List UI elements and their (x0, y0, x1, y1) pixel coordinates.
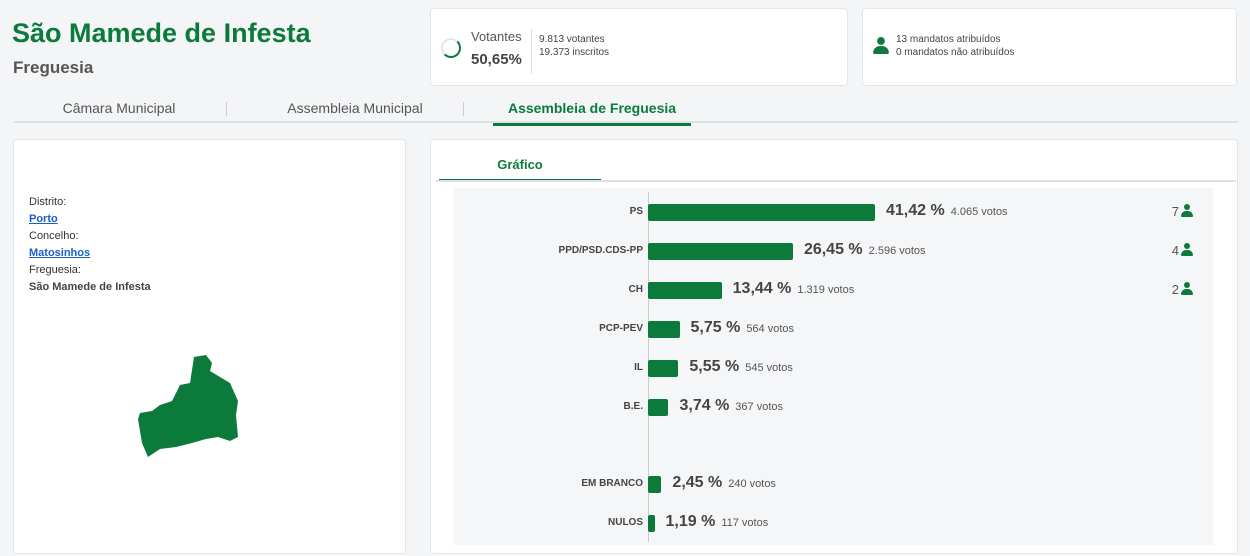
tabs: Câmara Municipal Assembleia Municipal As… (14, 96, 1238, 126)
mandates-assigned: 13 mandatos atribuídos (896, 34, 1001, 45)
value-label: 26,45 % 2.596 votos (804, 241, 926, 259)
chart-row: CH 13,44 % 1.319 votos 2 (453, 280, 1213, 300)
seats-count: 4 (1171, 243, 1179, 258)
seats-count: 2 (1171, 282, 1179, 297)
page-subtitle: Freguesia (13, 58, 94, 77)
divider (531, 29, 532, 74)
chart-row: PCP-PEV 5,75 % 564 votos (453, 319, 1213, 339)
percent-label: 13,44 % (732, 280, 792, 297)
person-icon (1181, 204, 1193, 217)
turnout-ring-icon (441, 38, 461, 58)
votes-label: 564 votos (746, 323, 795, 335)
percent-label: 1,19 % (665, 513, 716, 530)
party-label: NULOS (608, 517, 643, 528)
registered-count: 19.373 inscritos (539, 47, 610, 58)
percent-label: 2,45 % (672, 474, 723, 491)
votes-label: 545 votos (745, 362, 793, 374)
bar[interactable] (648, 476, 662, 493)
turnout-card: Votantes 50,65% 9.813 votantes 19.373 in… (430, 8, 848, 86)
mandates-unassigned: 0 mandatos não atribuídos (896, 47, 1015, 58)
party-label: IL (634, 362, 643, 373)
person-icon (1181, 282, 1193, 295)
percent-label: 5,75 % (690, 319, 741, 336)
tab-camara-municipal[interactable]: Câmara Municipal (62, 100, 176, 116)
parish-label: Freguesia: (29, 264, 81, 276)
mandates-card: 13 mandatos atribuídos 0 mandatos não at… (862, 8, 1237, 86)
municipality-label: Concelho: (29, 230, 79, 242)
person-icon (1181, 243, 1193, 256)
tab-grafico[interactable]: Gráfico (439, 157, 601, 182)
party-label: PS (629, 206, 643, 217)
party-label: EM BRANCO (581, 478, 643, 489)
votes-label: 240 votos (728, 478, 776, 490)
bar[interactable] (648, 515, 655, 532)
chart-row: IL 5,55 % 545 votos (453, 358, 1213, 378)
voters-count: 9.813 votantes (539, 34, 605, 45)
chart-row: EM BRANCO 2,45 % 240 votos (453, 474, 1213, 494)
percent-label: 5,55 % (689, 358, 740, 375)
seats-count: 7 (1171, 204, 1179, 219)
percent-label: 3,74 % (679, 397, 730, 414)
bar[interactable] (648, 399, 669, 416)
district-label: Distrito: (29, 196, 67, 208)
seats: 7 (1172, 204, 1193, 219)
seats: 2 (1172, 282, 1193, 297)
value-label: 3,74 % 367 votos (679, 397, 783, 415)
tab-separator (226, 102, 227, 116)
bar[interactable] (648, 243, 793, 260)
parish-map (138, 355, 238, 457)
party-label: PPD/PSD.CDS-PP (558, 245, 643, 256)
value-label: 5,55 % 545 votos (689, 358, 793, 376)
chart-row: PS 41,42 % 4.065 votos 7 (453, 202, 1213, 222)
person-icon (873, 37, 889, 54)
party-label: PCP-PEV (599, 323, 643, 334)
value-label: 41,42 % 4.065 votos (886, 202, 1008, 220)
votes-label: 1.319 votos (797, 284, 855, 296)
bar[interactable] (648, 321, 680, 338)
chart-row: B.E. 3,74 % 367 votos (453, 397, 1213, 417)
party-label: B.E. (623, 401, 643, 412)
bar[interactable] (648, 360, 679, 377)
district-link[interactable]: Porto (29, 213, 58, 225)
value-label: 1,19 % 117 votos (666, 513, 769, 531)
municipality-link[interactable]: Matosinhos (29, 247, 91, 259)
votes-label: 117 votos (721, 517, 769, 529)
value-label: 5,75 % 564 votos (691, 319, 795, 337)
chart-row: PPD/PSD.CDS-PP 26,45 % 2.596 votos 4 (453, 241, 1213, 261)
turnout-percent: 50,65% (471, 51, 522, 68)
turnout-label: Votantes (471, 29, 522, 44)
value-label: 13,44 % 1.319 votos (733, 280, 855, 298)
votes-label: 2.596 votos (868, 245, 926, 257)
tab-separator (463, 102, 464, 116)
seats: 4 (1172, 243, 1193, 258)
parish-name: São Mamede de Infesta (29, 281, 151, 293)
chart-row: NULOS 1,19 % 117 votos (453, 513, 1213, 533)
percent-label: 41,42 % (885, 202, 945, 219)
tab-assembleia-municipal[interactable]: Assembleia Municipal (287, 100, 423, 116)
chart-tab-line (436, 180, 1236, 182)
chart-area (453, 188, 1213, 545)
tab-assembleia-freguesia[interactable]: Assembleia de Freguesia (493, 100, 691, 126)
votes-label: 4.065 votos (950, 206, 1008, 218)
bar[interactable] (648, 204, 875, 221)
bar[interactable] (648, 282, 722, 299)
votes-label: 367 votos (735, 401, 783, 413)
percent-label: 26,45 % (803, 241, 863, 258)
location-card: Distrito: Porto Concelho: Matosinhos Fre… (13, 139, 406, 554)
page-title: São Mamede de Infesta (12, 18, 311, 48)
value-label: 2,45 % 240 votos (672, 474, 776, 492)
party-label: CH (628, 284, 643, 295)
